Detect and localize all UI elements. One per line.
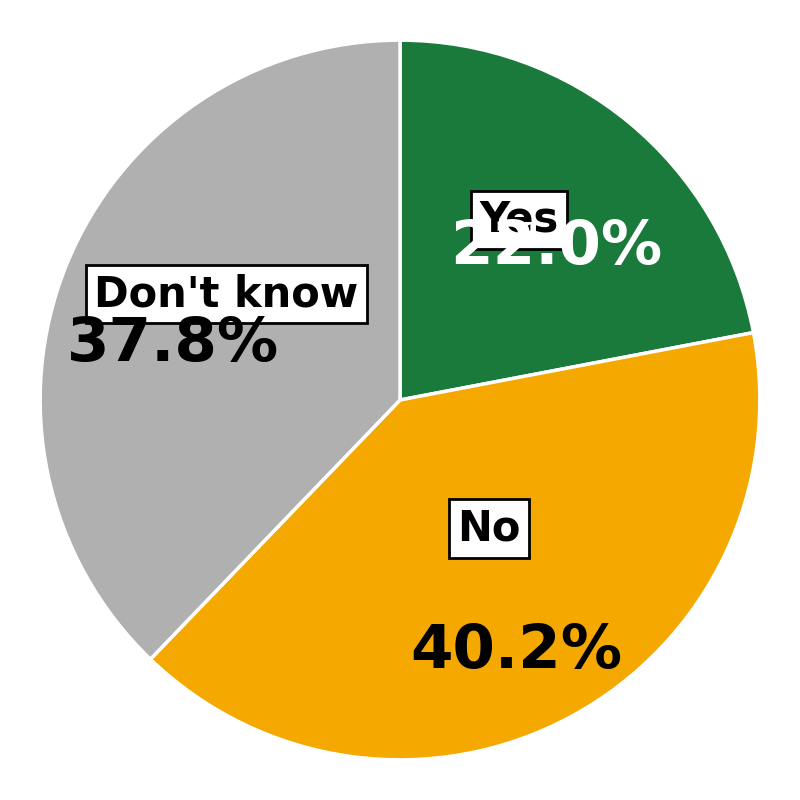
Text: Don't know: Don't know: [94, 273, 358, 315]
Wedge shape: [40, 40, 400, 659]
Text: No: No: [458, 507, 521, 550]
Text: 40.2%: 40.2%: [410, 622, 622, 681]
Text: Yes: Yes: [480, 199, 559, 241]
Wedge shape: [150, 333, 760, 760]
Wedge shape: [400, 40, 754, 400]
Text: 37.8%: 37.8%: [67, 315, 279, 374]
Text: 22.0%: 22.0%: [450, 218, 662, 277]
